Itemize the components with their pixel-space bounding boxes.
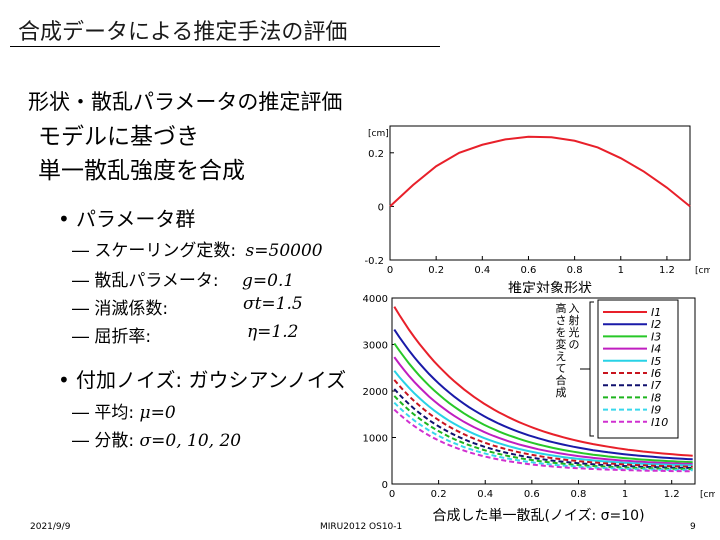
y-tick-label: 0: [378, 202, 384, 213]
param-label: ― 散乱パラメータ:: [72, 271, 219, 291]
x-tick-label: 1: [618, 265, 624, 276]
y-tick-label: 0.2: [368, 149, 384, 160]
bullet-noise-heading: 付加ノイズ: ガウシアンノイズ: [76, 368, 347, 392]
shape-curve: [389, 135, 691, 208]
slide-title: 合成データによる推定手法の評価: [18, 20, 348, 45]
intensity-curve-I4: [393, 356, 693, 465]
legend-label: I2: [651, 318, 661, 331]
x-unit-label: [cm]: [700, 490, 715, 500]
y-tick-label: 3000: [363, 341, 388, 352]
section-subtitle: 形状・散乱パラメータの推定評価: [28, 90, 343, 114]
noise-value: μ=0: [139, 403, 176, 423]
param-label: ― 屈折率:: [72, 327, 152, 347]
legend-bracket: [589, 301, 594, 437]
x-unit-label: [cm]: [695, 266, 710, 276]
annotation-char: 入: [569, 302, 580, 315]
legend-label: I9: [651, 404, 661, 417]
footer-page-number: 9: [690, 522, 696, 532]
annotation-char: 高: [556, 301, 567, 315]
plot-frame: [389, 125, 691, 261]
intensity-curve-I7: [393, 388, 693, 469]
legend-box: [597, 299, 679, 439]
legend-label: I1: [651, 306, 661, 319]
x-axis-label: 合成した単一散乱(ノイズ: σ=10): [432, 508, 644, 524]
legend-label: I8: [651, 391, 661, 404]
param-item: ― スケーリング定数: s=50000: [72, 236, 323, 261]
x-tick-label: 0.8: [571, 489, 587, 500]
x-axis-label: 推定対象形状: [508, 281, 592, 293]
param-value: η=1.2: [247, 322, 299, 342]
param-value: g=0.1: [242, 271, 295, 291]
annotation-char: て: [556, 362, 567, 375]
intro-text: モデルに基づき 単一散乱強度を合成: [38, 120, 245, 188]
param-item: ― 散乱パラメータ: g=0.1: [72, 266, 294, 291]
y-tick-label: 2000: [363, 387, 388, 398]
x-tick-label: 0.8: [567, 265, 583, 276]
param-item: ― 屈折率:: [72, 322, 151, 347]
footer-date: 2021/9/9: [30, 522, 71, 532]
y-tick-label: 4000: [363, 294, 388, 305]
noise-label: ― 平均:: [72, 403, 140, 423]
bullet-params: • パラメータ群: [58, 203, 195, 232]
annotation-char: を: [556, 326, 567, 339]
intensity-curve-I5: [393, 370, 693, 467]
noise-item: ― 分散: σ=0, 10, 20: [72, 426, 241, 451]
intro-line-2: 単一散乱強度を合成: [38, 158, 245, 184]
y-tick-label: -0.2: [364, 256, 384, 267]
intensity-curve-I1: [393, 306, 693, 457]
x-tick-label: 0.4: [477, 489, 493, 500]
intensity-curve-I9: [393, 401, 693, 472]
annotation-char: 光: [569, 325, 580, 339]
noise-value: σ=0, 10, 20: [139, 431, 242, 451]
noise-item: ― 平均: μ=0: [72, 398, 176, 423]
annotation-char: の: [569, 338, 580, 351]
legend-label: I7: [651, 379, 661, 392]
intro-line-1: モデルに基づき: [38, 124, 199, 150]
annotation-char: さ: [556, 314, 567, 327]
annotation-char: 合: [556, 373, 567, 387]
legend-label: I10: [651, 416, 668, 429]
intensity-curve-I10: [393, 408, 693, 473]
x-tick-label: 0: [387, 265, 393, 276]
legend-label: I6: [651, 367, 661, 380]
x-tick-label: 0.4: [474, 265, 490, 276]
x-tick-label: 0.6: [521, 265, 537, 276]
bullet-params-heading: パラメータ群: [76, 207, 196, 231]
noise-label: ― 分散:: [72, 431, 140, 451]
annotation-char: え: [556, 350, 567, 363]
bullet-noise: • 付加ノイズ: ガウシアンノイズ: [58, 364, 346, 393]
legend-label: I3: [651, 330, 661, 343]
bullet-dot-icon: •: [58, 207, 70, 231]
legend-label: I4: [651, 343, 661, 356]
annotation-char: 変: [556, 337, 567, 351]
param-label: ― スケーリング定数:: [72, 241, 237, 261]
x-tick-label: 1.2: [659, 265, 675, 276]
x-tick-label: 0.2: [431, 489, 447, 500]
x-tick-label: 1.2: [664, 489, 680, 500]
annotation-char: 成: [556, 386, 567, 399]
footer-conference: MIRU2012 OS10-1: [320, 522, 403, 532]
intensity-curve-I3: [393, 342, 693, 464]
param-label: ― 消滅係数:: [72, 299, 169, 319]
intensity-curve-I2: [393, 329, 693, 461]
intensity-curve-I6: [393, 379, 693, 468]
scatter-intensity-chart: 0 0.2 0.4 0.6 0.8 1 1.2 4000 3000 2000 1000 0 [cm] 合成…: [363, 294, 715, 524]
annotation-char: 射: [569, 313, 580, 327]
param-item: ― 消滅係数:: [72, 294, 168, 319]
shape-chart: 00.20.40.60.811.20.20-0.2[cm][cm]推定対象形状: [364, 125, 710, 293]
x-tick-label: 1: [622, 489, 628, 500]
param-value: σt=1.5: [243, 294, 303, 314]
x-tick-label: 0: [389, 489, 395, 500]
y-unit-label: [cm]: [368, 129, 389, 139]
y-tick-label: 1000: [363, 434, 388, 445]
param-value: s=50000: [245, 241, 323, 261]
legend-label: I5: [651, 355, 661, 368]
intensity-curve-I8: [393, 395, 693, 471]
y-tick-label: 0: [382, 480, 388, 491]
x-tick-label: 0.6: [524, 489, 540, 500]
bullet-dot-icon: •: [58, 368, 70, 392]
x-tick-label: 0.2: [428, 265, 444, 276]
title-underline: [10, 46, 440, 47]
